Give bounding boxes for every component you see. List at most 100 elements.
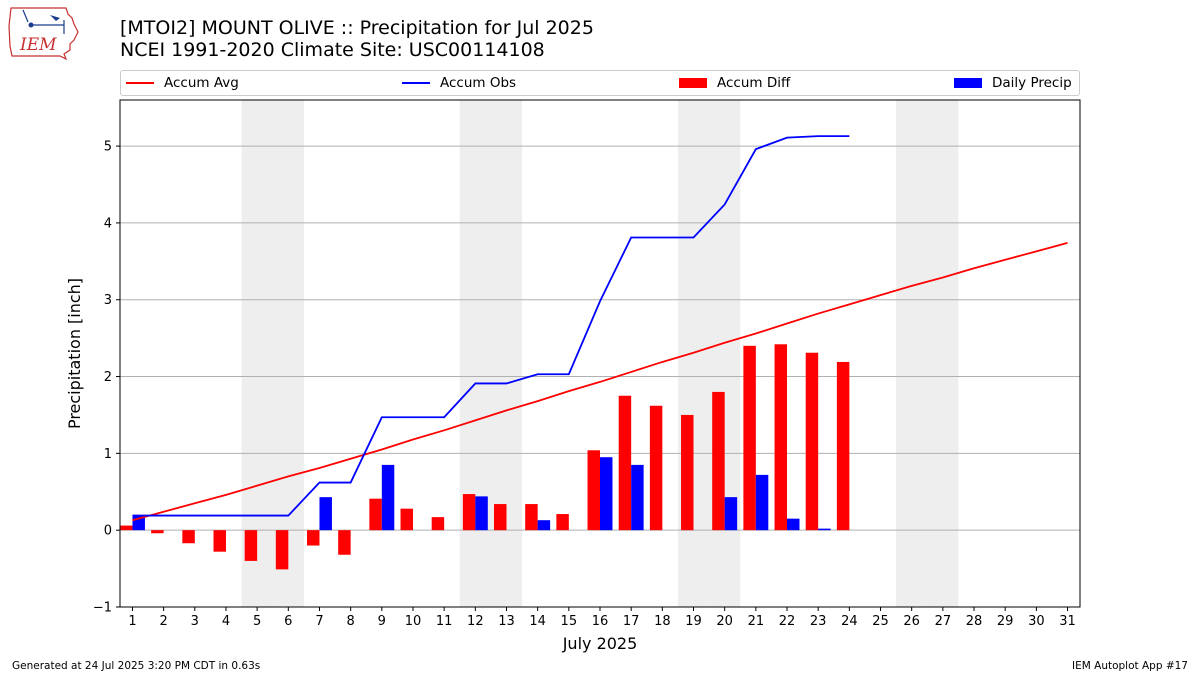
weekend-shading (241, 100, 959, 607)
legend-label-daily-precip: Daily Precip (992, 75, 1072, 91)
weekend-shade-day-12 (459, 100, 491, 607)
daily-precip-bar-day-14 (537, 520, 551, 531)
weekend-shade-day-5 (241, 100, 273, 607)
accum-diff-bar-day-14 (525, 504, 538, 531)
accum-diff-bar-day-2 (151, 530, 164, 534)
legend: Accum Avg Accum Obs Accum Diff Daily Pre… (120, 70, 1080, 96)
daily-precip-bar-day-7 (319, 497, 332, 531)
daily-precip-bar-day-9 (381, 464, 395, 531)
x-tick-label-15: 15 (561, 614, 578, 629)
x-tick-label-3: 3 (191, 614, 199, 629)
x-tick-label-17: 17 (623, 614, 640, 629)
accum-diff-bar-day-19 (681, 414, 694, 531)
chart-title: [MTOI2] MOUNT OLIVE :: Precipitation for… (120, 17, 594, 39)
bar-series (120, 344, 850, 570)
x-tick-label-31: 31 (1059, 614, 1076, 629)
daily-precip-bar-day-23 (818, 528, 831, 531)
iem-logo: IEM (8, 7, 79, 60)
accum-diff-bar-day-3 (182, 530, 195, 544)
accum-diff-bar-day-4 (213, 530, 226, 552)
x-tick-label-29: 29 (997, 614, 1014, 629)
x-tick-label-18: 18 (654, 614, 671, 629)
legend-item-accum-diff: Accum Diff (679, 71, 790, 95)
x-tick-label-1: 1 (128, 614, 136, 629)
footer-app-text: IEM Autoplot App #17 (1072, 660, 1188, 672)
logo-text: IEM (19, 35, 57, 55)
x-tick-label-11: 11 (436, 614, 453, 629)
x-tick-label-12: 12 (467, 614, 484, 629)
chart-subtitle: NCEI 1991-2020 Climate Site: USC00114108 (120, 39, 545, 61)
x-tick-label-23: 23 (810, 614, 827, 629)
daily-precip-bar-day-21 (755, 474, 769, 531)
daily-precip-bar-day-22 (787, 518, 800, 531)
accum-diff-bar-day-9 (369, 498, 382, 531)
x-tick-label-19: 19 (685, 614, 702, 629)
weekend-shade-day-27 (927, 100, 959, 607)
accum-diff-bar-day-21 (743, 345, 756, 531)
legend-swatch-accum-avg (126, 82, 154, 84)
accum-diff-bar-day-13 (494, 504, 507, 531)
accum-diff-bar-day-22 (774, 344, 788, 531)
y-tick-label-5: 5 (104, 140, 112, 155)
axis-ticks: 1 2 3 4 5 6 7 8 9 10 11 12 13 14 15 16 17 18 19 20 21 22 23 24 2… (93, 140, 1076, 629)
legend-item-daily-precip: Daily Precip (954, 71, 1072, 95)
x-tick-label-24: 24 (841, 614, 858, 629)
x-tick-label-26: 26 (903, 614, 920, 629)
accum-diff-bar-day-15 (556, 514, 569, 531)
x-tick-label-6: 6 (284, 614, 292, 629)
accum-diff-bar-day-16 (587, 450, 600, 531)
accum-diff-bar-day-10 (400, 508, 413, 531)
legend-item-accum-avg: Accum Avg (126, 71, 239, 95)
footer-generated-text: Generated at 24 Jul 2025 3:20 PM CDT in … (12, 660, 261, 672)
accum-diff-bar-day-1 (120, 525, 133, 531)
x-tick-label-22: 22 (779, 614, 796, 629)
x-tick-label-7: 7 (315, 614, 323, 629)
accum-diff-bar-day-23 (805, 352, 819, 531)
x-tick-label-5: 5 (253, 614, 261, 629)
x-tick-label-20: 20 (716, 614, 733, 629)
y-tick-label-3: 3 (104, 293, 112, 308)
daily-precip-bar-day-17 (631, 464, 644, 531)
x-tick-label-30: 30 (1028, 614, 1045, 629)
x-tick-label-4: 4 (222, 614, 230, 629)
accum-diff-bar-day-12 (462, 494, 476, 531)
x-axis-label: July 2025 (562, 634, 638, 653)
weekend-shade-day-26 (896, 100, 928, 607)
x-tick-label-13: 13 (498, 614, 515, 629)
weekend-shade-day-13 (490, 100, 523, 607)
daily-precip-bar-day-20 (724, 497, 738, 531)
x-tick-label-28: 28 (966, 614, 983, 629)
accum-diff-bar-day-18 (649, 405, 663, 531)
daily-precip-bar-day-12 (475, 496, 488, 531)
x-tick-label-8: 8 (347, 614, 355, 629)
daily-precip-bar-day-16 (600, 457, 613, 531)
x-tick-label-10: 10 (405, 614, 422, 629)
legend-label-accum-avg: Accum Avg (164, 75, 239, 91)
accum-diff-bar-day-7 (307, 530, 320, 546)
line-series (132, 135, 1068, 522)
accum-diff-bar-day-8 (338, 530, 351, 555)
weekend-shade-day-6 (272, 100, 304, 607)
x-tick-label-25: 25 (872, 614, 889, 629)
y-tick-label-4: 4 (104, 216, 112, 231)
y-tick-label-1: 1 (104, 447, 112, 462)
accum-diff-bar-day-20 (712, 391, 725, 531)
accum-diff-bar-day-5 (244, 530, 258, 561)
x-tick-label-21: 21 (748, 614, 765, 629)
y-axis-label: Precipitation [inch] (65, 278, 84, 429)
legend-swatch-daily-precip (954, 78, 982, 88)
y-tick-label-2: 2 (104, 370, 112, 385)
y-tick-label-0: 0 (104, 524, 112, 539)
accum-obs-line (132, 135, 850, 517)
x-tick-label-14: 14 (529, 614, 546, 629)
x-tick-label-2: 2 (159, 614, 167, 629)
accum-diff-bar-day-24 (836, 361, 850, 531)
accum-diff-bar-day-11 (431, 517, 445, 531)
legend-swatch-accum-obs (402, 82, 430, 84)
legend-label-accum-obs: Accum Obs (440, 75, 517, 91)
legend-swatch-accum-diff (679, 78, 707, 88)
x-tick-label-9: 9 (378, 614, 386, 629)
accum-avg-line (132, 242, 1068, 522)
y-tick-label--1: −1 (93, 601, 112, 616)
